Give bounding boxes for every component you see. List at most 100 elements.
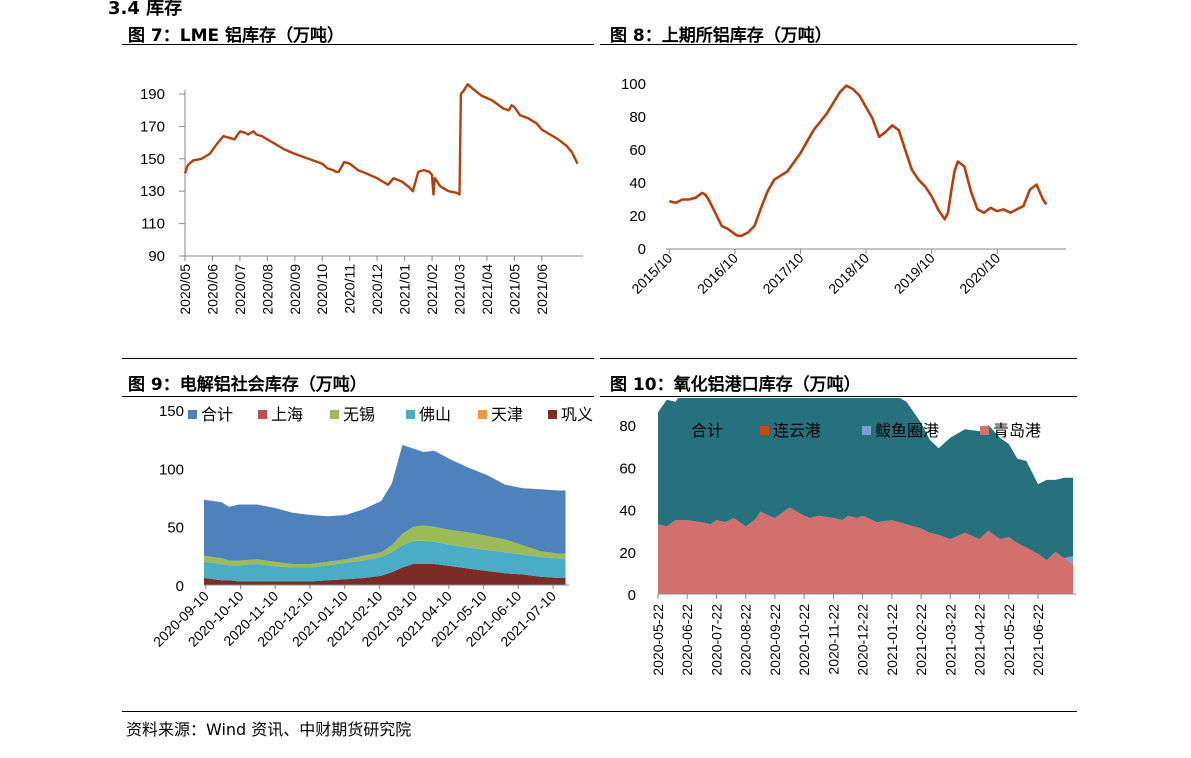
legend-label: 无锡 xyxy=(343,406,375,424)
x-tick-label: 2020/09 xyxy=(287,264,303,315)
mid-rule-right-lower xyxy=(600,396,1077,397)
x-tick-label: 2021/01 xyxy=(397,264,413,315)
y-tick-label: 170 xyxy=(140,118,165,135)
legend-label: 鲅鱼圈港 xyxy=(875,422,939,440)
y-tick-label: 20 xyxy=(619,545,636,562)
x-tick-label: 2020-08-22 xyxy=(738,604,754,676)
legend-swatch xyxy=(330,410,339,419)
area-合计 xyxy=(204,445,566,564)
legend-label: 合计 xyxy=(201,406,233,424)
x-tick-label: 2020-09-22 xyxy=(767,604,783,676)
legend-swatch xyxy=(548,410,557,419)
y-tick-label: 80 xyxy=(619,418,636,435)
y-tick-label: 130 xyxy=(140,183,165,200)
panel-title-shfe: 图 8：上期所铝库存（万吨） xyxy=(610,26,832,46)
x-tick-label: 2020-10-22 xyxy=(796,604,812,676)
x-tick-label: 2020/07 xyxy=(232,264,248,315)
y-tick-label: 150 xyxy=(159,403,184,420)
x-tick-label: 2020-11-22 xyxy=(825,604,841,675)
x-tick-label: 2021/06 xyxy=(534,264,550,315)
x-tick-label: 2016/10 xyxy=(694,250,741,297)
legend-label: 巩义 xyxy=(561,406,593,424)
x-tick-label: 2021/03 xyxy=(451,264,467,315)
panel-title-alumina: 图 10：氧化铝港口库存（万吨） xyxy=(610,375,861,395)
legend-swatch xyxy=(678,426,687,435)
top-rule-left xyxy=(122,44,594,45)
x-tick-label: 2021/02 xyxy=(424,264,440,315)
y-tick-label: 110 xyxy=(141,216,165,233)
x-tick-label: 2020/05 xyxy=(177,264,193,315)
legend-label: 上海 xyxy=(271,406,303,424)
y-tick-label: 60 xyxy=(619,460,636,477)
y-tick-label: 40 xyxy=(629,175,646,192)
top-rule-right xyxy=(600,44,1077,45)
legend-swatch xyxy=(406,410,415,419)
series-line-lme xyxy=(183,83,579,196)
area-青岛港 xyxy=(658,507,1074,594)
y-tick-label: 0 xyxy=(628,587,636,604)
x-tick-label: 2021/05 xyxy=(506,264,522,315)
x-tick-label: 2020/11 xyxy=(342,264,358,314)
y-tick-label: 90 xyxy=(148,248,165,265)
x-tick-label: 2021-06-22 xyxy=(1030,604,1046,676)
area-巩义 xyxy=(204,564,566,585)
y-tick-label: 100 xyxy=(159,461,184,478)
source-note: 资料来源：Wind 资讯、中财期货研究院 xyxy=(126,720,412,739)
x-tick-label: 2015/10 xyxy=(628,250,675,297)
mid-rule-left-lower xyxy=(122,396,594,397)
x-tick-label: 2020/06 xyxy=(204,264,220,315)
area-佛山 xyxy=(204,540,566,582)
y-tick-label: 50 xyxy=(167,520,184,537)
panel-title-lme: 图 7：LME 铝库存（万吨） xyxy=(128,26,345,46)
y-tick-label: 100 xyxy=(621,76,646,93)
x-tick-label: 2019/10 xyxy=(891,250,938,297)
x-tick-label: 2020-05-22 xyxy=(650,604,666,676)
x-tick-label: 2018/10 xyxy=(825,250,872,297)
x-tick-label: 2020/12 xyxy=(369,264,385,315)
x-tick-label: 2021-01-22 xyxy=(884,604,900,676)
mid-rule-left-upper xyxy=(122,358,594,359)
chart-alumina: 0 20 40 60 80 2020-05-22 2020-06-22 2020-07-22 2… xyxy=(619,398,1076,676)
legend-label: 合计 xyxy=(691,422,723,440)
y-tick-label: 60 xyxy=(629,142,646,159)
x-tick-label: 2021/04 xyxy=(479,264,495,315)
area-合计 xyxy=(658,398,1074,561)
legend-label: 天津 xyxy=(491,406,523,424)
area-无锡 xyxy=(204,525,566,568)
section-heading: 3.4 库存 xyxy=(108,0,183,19)
x-tick-label: 2020-07-22 xyxy=(708,604,724,676)
y-tick-label: 40 xyxy=(619,503,636,520)
x-tick-label: 2020-06-22 xyxy=(679,604,695,676)
y-tick-label: 0 xyxy=(638,241,646,258)
legend-swatch xyxy=(478,410,487,419)
legend-label: 佛山 xyxy=(419,406,451,424)
legend-label: 连云港 xyxy=(773,422,821,440)
y-tick-label: 190 xyxy=(140,86,165,103)
legend-swatch xyxy=(760,426,769,435)
legend-swatch xyxy=(980,426,989,435)
x-tick-label: 2020/10 xyxy=(956,250,1003,297)
legend-swatch xyxy=(258,410,267,419)
chart-lme: 90 110 130 150 170 190 2020/05 2020/06 2020/07 20… xyxy=(140,83,583,315)
y-tick-label: 80 xyxy=(629,109,646,126)
chart-shfe: 0 20 40 60 80 100 2015/10 2016/10 2017/10 2018/10… xyxy=(621,76,1066,297)
x-tick-label: 2020/08 xyxy=(259,264,275,315)
y-tick-label: 150 xyxy=(140,151,165,168)
y-tick-label: 0 xyxy=(176,578,184,595)
x-tick-label: 2021-03-22 xyxy=(942,604,958,676)
mid-rule-right-upper xyxy=(600,358,1077,359)
panel-title-social: 图 9：电解铝社会库存（万吨） xyxy=(128,375,367,395)
x-tick-label: 2021-04-22 xyxy=(972,604,988,676)
x-tick-label: 2021-05-22 xyxy=(1001,604,1017,676)
legend-swatch xyxy=(862,426,871,435)
x-tick-label: 2020/10 xyxy=(314,264,330,315)
legend-label: 青岛港 xyxy=(993,422,1041,440)
x-tick-label: 2020-12-22 xyxy=(855,604,871,676)
x-tick-label: 2017/10 xyxy=(759,250,806,297)
x-tick-label: 2021-02-22 xyxy=(913,604,929,676)
bottom-rule xyxy=(122,711,1077,712)
chart-social: 0501001502020-09-102020-10-102020-11-102… xyxy=(150,403,593,650)
legend-swatch xyxy=(188,410,197,419)
y-tick-label: 20 xyxy=(629,208,646,225)
series-line-shfe xyxy=(668,84,1048,238)
